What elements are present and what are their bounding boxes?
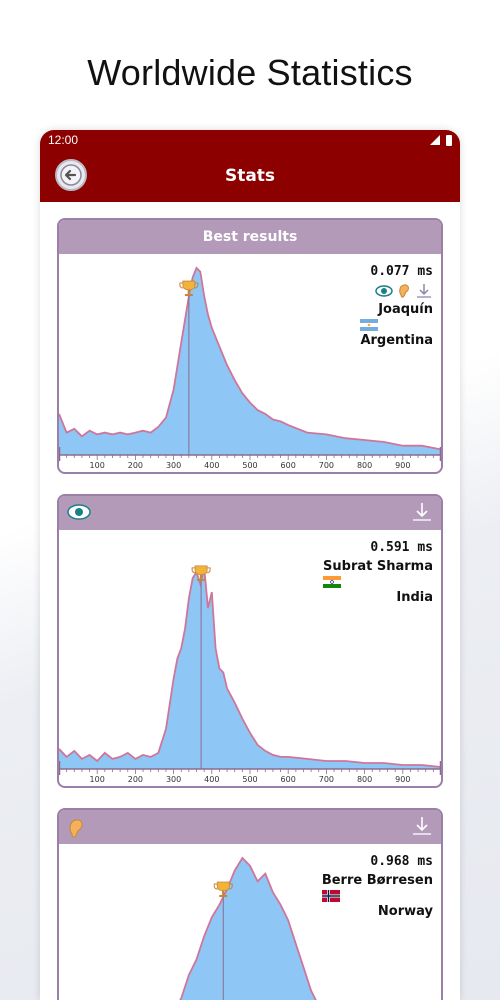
card-header-title: Best results [202, 229, 298, 245]
back-button[interactable] [55, 159, 87, 191]
audio-reaction-card[interactable]: 0.968 ms Berre Børresen Norway [57, 808, 443, 1000]
eye-icon [67, 504, 91, 520]
battery-icon [446, 134, 452, 146]
x-tick-label: 500 [242, 461, 257, 470]
trophy-icon [213, 881, 233, 897]
argentina-flag [360, 319, 379, 331]
x-tick-label: 700 [319, 461, 334, 470]
ear-icon [399, 283, 409, 298]
record-holder-country: India [396, 590, 433, 605]
x-tick-label: 300 [166, 461, 181, 470]
record-holder-name: Subrat Sharma [323, 559, 433, 574]
chart-svg: 100 200 300 400 500 600 700 800 900 [59, 266, 441, 470]
chart-audio: 0.968 ms Berre Børresen Norway [59, 844, 441, 1000]
record-time: 0.077 ms [370, 264, 433, 279]
india-flag [323, 576, 342, 588]
headline: Worldwide Statistics [87, 52, 413, 93]
visual-reaction-card[interactable]: 100 200 300 400 500 600 700 800 900 0.591 ms Sub… [57, 494, 443, 788]
record-info: 0.968 ms Berre Børresen Norway [321, 852, 433, 921]
record-holder-name: Berre Børresen [321, 873, 433, 888]
x-tick-label: 600 [281, 461, 296, 470]
distribution-line [59, 266, 441, 451]
x-tick-label: 800 [357, 461, 372, 470]
app-bar: Stats [40, 150, 460, 202]
chart-svg [179, 856, 317, 1000]
x-tick-label: 200 [128, 775, 143, 784]
chart-visual: 100 200 300 400 500 600 700 800 900 0.591 ms Sub… [59, 530, 441, 786]
x-tick-label: 900 [395, 461, 410, 470]
phone-frame: 12:00 Stats Best results 100 200 300 400 500… [40, 130, 460, 1000]
record-info: 0.591 ms Subrat Sharma India [323, 538, 433, 607]
ear-icon [69, 819, 83, 838]
stats-list: Best results 100 200 300 400 500 600 700 800 900… [40, 202, 460, 1000]
distribution-line [179, 856, 317, 1000]
chart-best-results: 100 200 300 400 500 600 700 800 900 0.077 ms [59, 254, 441, 472]
record-holder-country: Argentina [360, 333, 433, 348]
card-header [59, 496, 441, 530]
appbar-title: Stats [224, 166, 276, 186]
card-header: Best results [59, 220, 441, 254]
x-tick-label: 100 [90, 775, 105, 784]
trophy-icon [191, 565, 211, 581]
x-tick-label: 400 [204, 775, 219, 784]
x-tick-label: 800 [357, 775, 372, 784]
back-arrow-icon [60, 164, 82, 186]
record-info: 0.077 ms Joaquí [360, 262, 433, 350]
download-icon [417, 283, 431, 298]
trophy-icon [179, 280, 199, 297]
x-tick-label: 100 [90, 461, 105, 470]
x-tick-label: 500 [242, 775, 257, 784]
distribution-area [59, 268, 441, 455]
best-results-card[interactable]: Best results 100 200 300 400 500 600 700 800 900… [57, 218, 443, 474]
download-icon[interactable] [411, 501, 433, 523]
x-tick-label: 900 [395, 775, 410, 784]
signal-icon [430, 135, 440, 145]
x-tick-label: 200 [128, 461, 143, 470]
x-tick-label: 300 [166, 775, 181, 784]
eye-icon [375, 284, 393, 297]
record-time: 0.968 ms [370, 854, 433, 869]
x-tick-label: 600 [281, 775, 296, 784]
x-tick-label: 400 [204, 461, 219, 470]
download-icon[interactable] [411, 815, 433, 837]
record-holder-name: Joaquín [378, 302, 433, 317]
x-tick-label: 700 [319, 775, 334, 784]
record-time: 0.591 ms [370, 540, 433, 555]
record-holder-country: Norway [377, 904, 433, 919]
distribution-area [180, 858, 316, 1000]
chart-svg: 100 200 300 400 500 600 700 800 900 [59, 565, 441, 784]
status-bar: 12:00 [40, 130, 460, 150]
norway-flag [321, 890, 340, 902]
card-header [59, 810, 441, 844]
status-time: 12:00 [48, 133, 79, 147]
